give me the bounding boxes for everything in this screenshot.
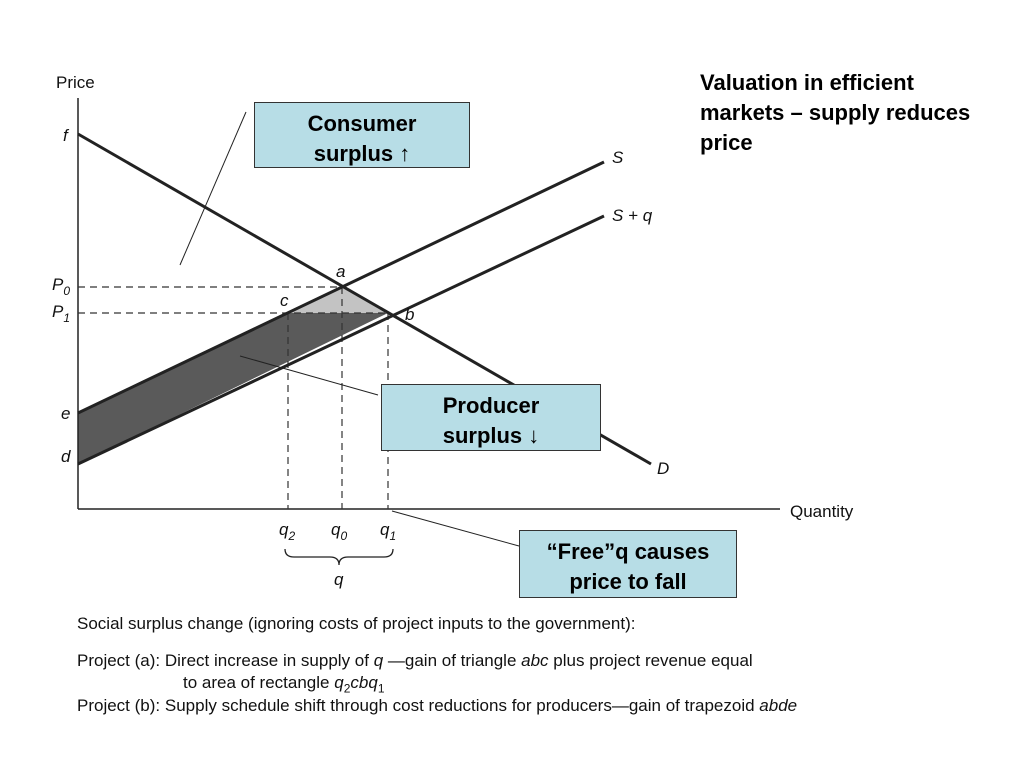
triangle-abc-shading [288, 287, 388, 313]
project-a-line2-text: to area of rectangle [183, 673, 335, 692]
project-a-label: Project (a): [77, 651, 161, 670]
q1-label: q1 [380, 520, 396, 543]
slide-title: Valuation in efficient markets – supply … [700, 70, 971, 155]
point-label-d: d [61, 447, 71, 466]
rect-q1: q [368, 673, 378, 692]
caption-project-b: Project (b): Supply schedule shift throu… [77, 696, 797, 716]
producer-callout-pointer [239, 355, 379, 396]
x-axis-label: Quantity [790, 502, 854, 521]
point-label-c: c [280, 291, 289, 310]
rect-cb: cb [350, 673, 369, 692]
caption-intro: Social surplus change (ignoring costs of… [77, 614, 636, 633]
project-a-abc: abc [521, 651, 549, 670]
project-a-q: q [373, 651, 384, 670]
q0-label: q0 [331, 520, 347, 543]
demand-label: D [657, 459, 669, 478]
project-b-label: Project (b): [77, 696, 161, 715]
consumer-callout-pointer [179, 111, 247, 266]
supply-shifted-label: S + q [612, 206, 653, 225]
consumer-surplus-callout: Consumer surplus ↑ [254, 102, 470, 168]
project-a-text3: plus project revenue equal [548, 651, 753, 670]
supply-shifted-curve [77, 214, 605, 466]
trapezoid-abde-shading [78, 287, 388, 464]
caption-project-a: Project (a): Direct increase in supply o… [77, 651, 753, 671]
supply-curve [77, 160, 605, 415]
project-b-text: Supply schedule shift through cost reduc… [164, 696, 760, 715]
free-callout-line1: “Free”q causes [546, 539, 710, 564]
q-brace [284, 548, 394, 566]
p1-label: P1 [52, 302, 70, 325]
consumer-callout-line2: surplus ↑ [313, 141, 411, 166]
project-a-text1: Direct increase in supply of [164, 651, 374, 670]
free-callout-line2: price to fall [569, 569, 687, 594]
producer-surplus-callout: Producer surplus ↓ [381, 384, 601, 451]
y-axis-label: Price [56, 73, 95, 92]
free-q-callout: “Free”q causes price to fall [519, 530, 737, 598]
point-label-b: b [405, 305, 414, 324]
point-label-a: a [336, 262, 345, 281]
free-callout-pointer [391, 510, 520, 547]
project-b-abde: abde [759, 696, 798, 715]
brace-q-label: q [334, 570, 344, 589]
rect-q2: q [334, 673, 344, 692]
producer-callout-line2: surplus ↓ [442, 423, 540, 448]
p0-label: P0 [52, 275, 70, 298]
supply-label: S [612, 148, 624, 167]
consumer-callout-line1: Consumer [307, 111, 417, 136]
q2-label: q2 [279, 520, 295, 543]
rect-q1-sub: 1 [377, 681, 385, 696]
producer-callout-line1: Producer [442, 393, 540, 418]
project-a-text2: —gain of triangle [383, 651, 522, 670]
caption-project-a-line2: to area of rectangle q2cbq1 [183, 673, 385, 695]
rect-q2-sub: 2 [343, 681, 351, 696]
point-label-f: f [63, 126, 70, 145]
point-label-e: e [61, 404, 70, 423]
